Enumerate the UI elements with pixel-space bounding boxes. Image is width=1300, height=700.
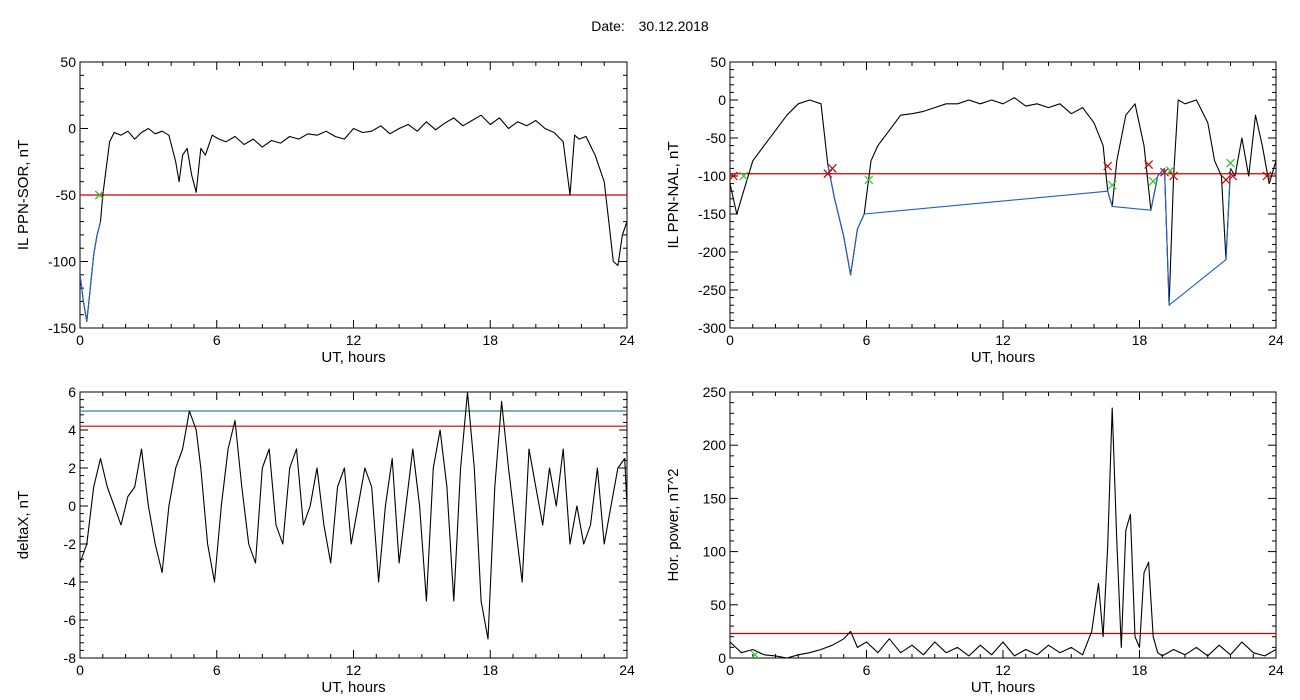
y-tick-label: 0 xyxy=(68,121,76,137)
series-line xyxy=(827,164,1232,306)
y-tick-label: 6 xyxy=(68,384,76,400)
event-marker xyxy=(1169,171,1179,181)
y-tick-label: 2 xyxy=(68,460,76,476)
y-tick-label: 0 xyxy=(718,650,726,666)
event-marker xyxy=(827,163,837,173)
x-tick-label: 6 xyxy=(863,332,871,348)
plot-frame xyxy=(79,391,628,659)
event-marker xyxy=(1144,160,1154,170)
x-tick-label: 0 xyxy=(726,332,734,348)
y-axis-label: deltaX, nT xyxy=(15,491,32,559)
y-tick-label: -300 xyxy=(698,320,726,336)
event-marker xyxy=(739,171,749,181)
date-label: Date: xyxy=(591,18,625,34)
y-tick-label: 50 xyxy=(710,54,726,70)
x-tick-label: 12 xyxy=(995,662,1011,678)
plot-area xyxy=(730,97,1276,306)
x-axis-label: UT, hours xyxy=(971,679,1035,696)
x-tick-label: 24 xyxy=(619,332,635,348)
x-tick-label: 6 xyxy=(213,332,221,348)
plot-area xyxy=(730,407,1276,658)
x-tick-label: 24 xyxy=(1268,332,1284,348)
x-tick-label: 0 xyxy=(76,662,84,678)
chart-p2: 0 6 12 18 24 -300 -250 -200 -150 -100 -50 0 50 UT, ho… xyxy=(665,54,1284,366)
x-tick-label: 6 xyxy=(863,662,871,678)
x-tick-label: 18 xyxy=(482,332,498,348)
y-tick-label: -50 xyxy=(56,187,76,203)
x-tick-label: 18 xyxy=(482,662,498,678)
event-marker xyxy=(1228,171,1238,181)
chart-p4: 0 6 12 18 24 0 50 100 150 200 250 UT, hours Hor. pow… xyxy=(665,384,1284,696)
plot-area xyxy=(80,392,627,640)
y-tick-label: 50 xyxy=(710,597,726,613)
y-tick-label: -250 xyxy=(698,282,726,298)
x-axis-label: UT, hours xyxy=(321,679,385,696)
plot-area xyxy=(80,114,627,322)
y-tick-label: 250 xyxy=(703,384,727,400)
event-marker xyxy=(1165,166,1175,176)
chart-header: Date: 30.12.2018 xyxy=(0,18,1300,34)
x-tick-label: 12 xyxy=(995,332,1011,348)
x-axis-label: UT, hours xyxy=(321,349,385,366)
y-tick-label: -50 xyxy=(706,130,726,146)
plot-frame xyxy=(729,61,1277,329)
x-tick-label: 0 xyxy=(726,662,734,678)
y-tick-label: -100 xyxy=(698,168,726,184)
event-marker xyxy=(1226,158,1235,168)
x-tick-label: 0 xyxy=(76,332,84,348)
y-tick-label: 150 xyxy=(703,490,727,506)
x-tick-label: 12 xyxy=(346,332,362,348)
y-axis-label: IL PPN-SOR, nT xyxy=(15,140,32,250)
y-tick-label: -2 xyxy=(64,536,77,552)
event-marker xyxy=(1103,161,1113,171)
y-tick-label: -150 xyxy=(698,206,726,222)
x-tick-label: 6 xyxy=(213,662,221,678)
series-line xyxy=(80,392,627,640)
event-marker xyxy=(1262,171,1272,181)
event-marker xyxy=(750,650,760,658)
x-tick-label: 18 xyxy=(1132,332,1148,348)
y-tick-label: 4 xyxy=(68,422,76,438)
y-tick-label: -150 xyxy=(48,320,76,336)
x-tick-label: 12 xyxy=(346,662,362,678)
event-marker xyxy=(94,190,104,200)
event-marker xyxy=(1221,175,1231,185)
x-tick-label: 18 xyxy=(1132,662,1148,678)
series-line xyxy=(80,221,102,322)
y-tick-label: -200 xyxy=(698,244,726,260)
event-marker xyxy=(1107,180,1117,190)
y-tick-label: -100 xyxy=(48,254,76,270)
y-tick-label: 100 xyxy=(703,544,727,560)
series-line xyxy=(80,114,627,322)
chart-p1: 0 6 12 18 24 -150 -100 -50 0 50 UT, hours IL PPN-SO… xyxy=(15,54,635,366)
x-tick-label: 24 xyxy=(1268,662,1284,678)
y-axis-label: Hor. power, nT^2 xyxy=(665,469,682,582)
event-marker xyxy=(864,175,874,185)
series-line xyxy=(730,407,1276,658)
event-marker xyxy=(1148,176,1158,186)
y-tick-label: 0 xyxy=(68,498,76,514)
x-tick-label: 24 xyxy=(619,662,635,678)
y-axis-label: IL PPN-NAL, nT xyxy=(665,142,682,249)
date-value: 30.12.2018 xyxy=(638,18,709,34)
event-marker xyxy=(1160,167,1169,177)
y-tick-label: 200 xyxy=(703,437,727,453)
y-tick-label: -8 xyxy=(64,650,77,666)
y-tick-label: -4 xyxy=(64,574,77,590)
y-tick-label: 0 xyxy=(718,92,726,108)
plot-frame xyxy=(729,391,1277,659)
y-tick-label: 50 xyxy=(60,54,76,70)
event-marker xyxy=(730,171,738,181)
y-tick-label: -6 xyxy=(64,612,77,628)
x-axis-label: UT, hours xyxy=(971,349,1035,366)
